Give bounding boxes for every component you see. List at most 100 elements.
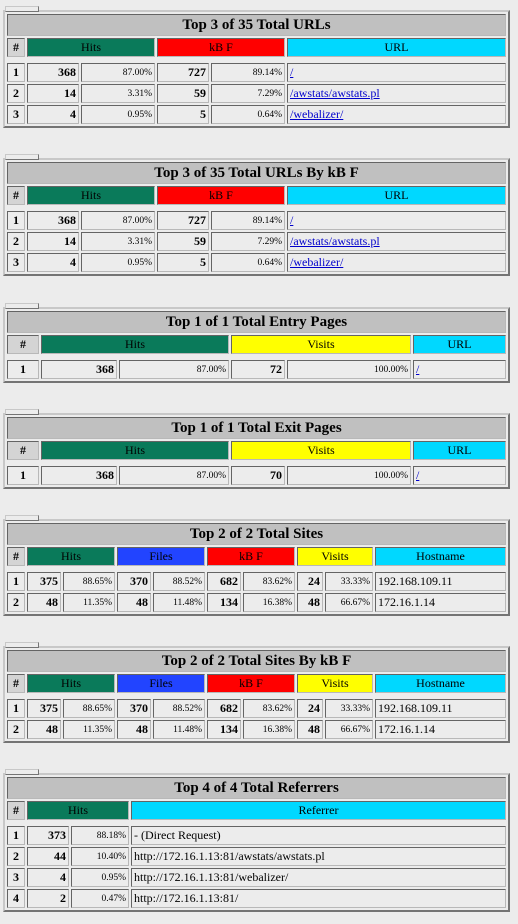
files-header: Files	[117, 674, 205, 693]
kbf-header: kB F	[207, 674, 295, 693]
rank-cell: 2	[7, 720, 25, 739]
url-link[interactable]: /	[416, 468, 420, 482]
hostname-header: Hostname	[375, 674, 506, 693]
url-link[interactable]: /	[290, 65, 294, 79]
hostname-cell: 172.16.1.14	[375, 593, 506, 612]
table-title: Top 3 of 35 Total URLs	[7, 14, 506, 36]
hits-cell: 375	[27, 699, 61, 718]
url-cell: /	[287, 211, 506, 230]
kbf-cell: 134	[207, 593, 241, 612]
hits-pct-cell: 0.95%	[71, 868, 129, 887]
url-cell: /	[287, 63, 506, 82]
visits-pct-cell: 66.67%	[325, 593, 373, 612]
hits-pct-cell: 3.31%	[81, 84, 155, 103]
hits-cell: 48	[27, 720, 61, 739]
referrer-header: Referrer	[131, 801, 506, 820]
hits-pct-cell: 0.95%	[81, 105, 155, 124]
table-row: 1 375 88.65% 370 88.52% 682 83.62% 24 33…	[7, 572, 506, 591]
referrer-cell: http://172.16.1.13:81/awstats/awstats.pl	[131, 847, 506, 866]
visits-header: Visits	[231, 441, 411, 460]
visits-cell: 48	[297, 593, 323, 612]
kbf-pct-cell: 16.38%	[243, 593, 295, 612]
visits-pct-cell: 33.33%	[325, 699, 373, 718]
kbf-cell: 682	[207, 699, 241, 718]
table-row: 1 368 87.00% 727 89.14% /	[7, 211, 506, 230]
top-sites-table: Top 2 of 2 Total Sites # Hits Files kB F…	[3, 515, 510, 616]
referrer-cell: http://172.16.1.13:81/	[131, 889, 506, 908]
hits-pct-cell: 87.00%	[81, 63, 155, 82]
hostname-cell: 192.168.109.11	[375, 572, 506, 591]
hits-pct-cell: 0.95%	[81, 253, 155, 272]
url-link[interactable]: /	[416, 362, 420, 376]
table-row: 3 4 0.95% 5 0.64% /webalizer/	[7, 253, 506, 272]
hits-cell: 48	[27, 593, 61, 612]
rank-cell: 2	[7, 84, 25, 103]
rank-cell: 1	[7, 360, 39, 379]
kbf-cell: 5	[157, 253, 209, 272]
hits-cell: 373	[27, 826, 69, 845]
table-row: 2 48 11.35% 48 11.48% 134 16.38% 48 66.6…	[7, 593, 506, 612]
kbf-cell: 727	[157, 211, 209, 230]
hits-pct-cell: 88.65%	[63, 572, 115, 591]
url-header: URL	[287, 38, 506, 57]
hits-pct-cell: 87.00%	[119, 466, 229, 485]
url-link[interactable]: /	[290, 213, 294, 227]
kbf-pct-cell: 89.14%	[211, 211, 285, 230]
files-pct-cell: 11.48%	[153, 593, 205, 612]
url-link[interactable]: /awstats/awstats.pl	[290, 234, 380, 248]
rank-header: #	[7, 547, 25, 566]
hits-pct-cell: 10.40%	[71, 847, 129, 866]
rank-cell: 4	[7, 889, 25, 908]
exit-pages-table: Top 1 of 1 Total Exit Pages # Hits Visit…	[3, 409, 510, 489]
rank-cell: 3	[7, 253, 25, 272]
hits-cell: 14	[27, 84, 79, 103]
table-row: 1 368 87.00% 72 100.00% /	[7, 360, 506, 379]
hits-cell: 44	[27, 847, 69, 866]
rank-header: #	[7, 38, 25, 57]
url-link[interactable]: /webalizer/	[290, 255, 344, 269]
rank-header: #	[7, 674, 25, 693]
table-title: Top 2 of 2 Total Sites	[7, 523, 506, 545]
hits-pct-cell: 0.47%	[71, 889, 129, 908]
url-cell: /	[413, 360, 506, 379]
kbf-header: kB F	[157, 186, 285, 205]
hits-header: Hits	[27, 547, 115, 566]
kbf-pct-cell: 0.64%	[211, 105, 285, 124]
table-row: 2 44 10.40% http://172.16.1.13:81/awstat…	[7, 847, 506, 866]
hits-header: Hits	[27, 38, 155, 57]
hostname-cell: 192.168.109.11	[375, 699, 506, 718]
table-title: Top 1 of 1 Total Exit Pages	[7, 417, 506, 439]
files-cell: 48	[117, 593, 151, 612]
kbf-cell: 5	[157, 105, 209, 124]
visits-cell: 72	[231, 360, 285, 379]
url-header: URL	[413, 441, 506, 460]
kbf-pct-cell: 83.62%	[243, 699, 295, 718]
rank-cell: 1	[7, 63, 25, 82]
kbf-header: kB F	[207, 547, 295, 566]
rank-header: #	[7, 801, 25, 820]
hits-cell: 368	[27, 211, 79, 230]
hits-pct-cell: 11.35%	[63, 720, 115, 739]
referrer-cell: - (Direct Request)	[131, 826, 506, 845]
kbf-pct-cell: 7.29%	[211, 84, 285, 103]
url-link[interactable]: /awstats/awstats.pl	[290, 86, 380, 100]
files-header: Files	[117, 547, 205, 566]
top-referrers-table: Top 4 of 4 Total Referrers # Hits Referr…	[3, 769, 510, 912]
url-cell: /	[413, 466, 506, 485]
kbf-pct-cell: 89.14%	[211, 63, 285, 82]
files-cell: 48	[117, 720, 151, 739]
visits-header: Visits	[231, 335, 411, 354]
hits-header: Hits	[27, 674, 115, 693]
visits-pct-cell: 100.00%	[287, 360, 411, 379]
table-title: Top 1 of 1 Total Entry Pages	[7, 311, 506, 333]
top-urls-by-kbf-table: Top 3 of 35 Total URLs By kB F # Hits kB…	[3, 154, 510, 276]
hits-pct-cell: 3.31%	[81, 232, 155, 251]
hits-header: Hits	[27, 801, 129, 820]
url-header: URL	[287, 186, 506, 205]
files-cell: 370	[117, 572, 151, 591]
files-cell: 370	[117, 699, 151, 718]
table-row: 1 373 88.18% - (Direct Request)	[7, 826, 506, 845]
kbf-pct-cell: 83.62%	[243, 572, 295, 591]
url-link[interactable]: /webalizer/	[290, 107, 344, 121]
kbf-cell: 59	[157, 84, 209, 103]
